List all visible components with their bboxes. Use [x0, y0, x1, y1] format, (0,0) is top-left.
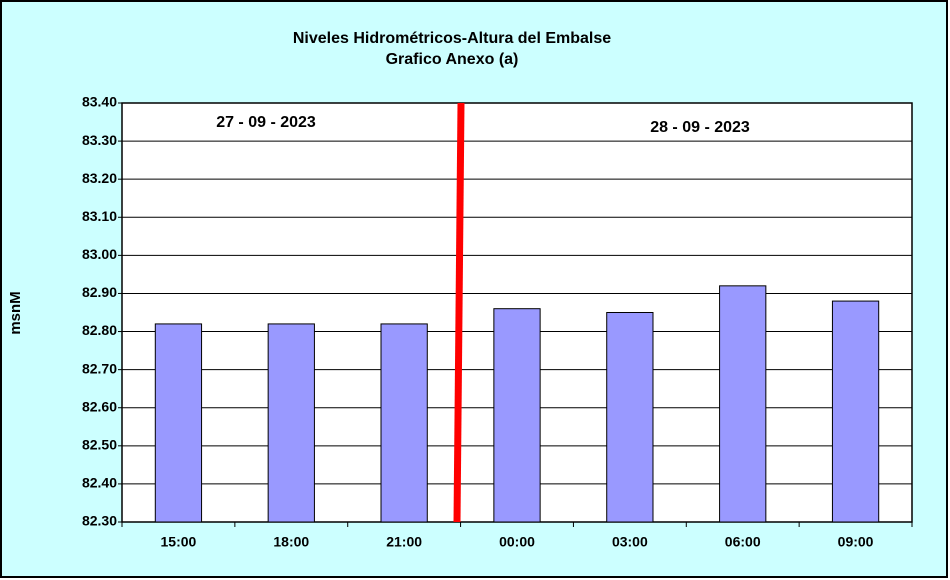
y-tick-label: 83.20 — [82, 170, 117, 186]
x-tick-label: 06:00 — [725, 534, 761, 550]
y-tick-label: 82.70 — [82, 360, 117, 376]
date-divider — [453, 102, 465, 523]
y-tick-label: 82.90 — [82, 284, 117, 300]
x-tick-label: 18:00 — [273, 534, 309, 550]
x-tick-label: 00:00 — [499, 534, 535, 550]
bar — [606, 312, 654, 523]
annotation: 27 - 09 - 2023 — [216, 114, 316, 131]
y-tick-label: 83.00 — [82, 246, 117, 262]
plot: 82.30 82.40 82.50 82.60 82.70 82.80 82.90 83.00… — [82, 94, 913, 550]
y-tick-label: 82.40 — [82, 475, 117, 491]
y-axis-label: msnM — [7, 291, 24, 334]
y-tick-label: 82.80 — [82, 322, 117, 338]
chart-subtitle: Grafico Anexo (a) — [386, 51, 519, 68]
x-tick-label: 03:00 — [612, 534, 648, 550]
y-tick-label: 83.40 — [82, 94, 117, 110]
x-tick-label: 15:00 — [161, 534, 197, 550]
y-tick-label: 82.60 — [82, 398, 117, 414]
x-tick-label: 09:00 — [838, 534, 874, 550]
annotation: 28 - 09 - 2023 — [650, 119, 750, 136]
bar — [154, 323, 203, 523]
bar — [493, 308, 541, 523]
y-tick-label: 82.30 — [82, 513, 117, 529]
bar — [831, 300, 880, 523]
y-tick-label: 82.50 — [82, 437, 117, 453]
bar — [380, 323, 428, 523]
y-tick-label: 83.30 — [82, 132, 117, 148]
chart-title: Niveles Hidrométricos-Altura del Embalse — [293, 30, 611, 47]
y-tick-label: 83.10 — [82, 208, 117, 224]
bar — [267, 323, 315, 523]
x-tick-label: 21:00 — [386, 534, 422, 550]
bar — [719, 285, 767, 523]
